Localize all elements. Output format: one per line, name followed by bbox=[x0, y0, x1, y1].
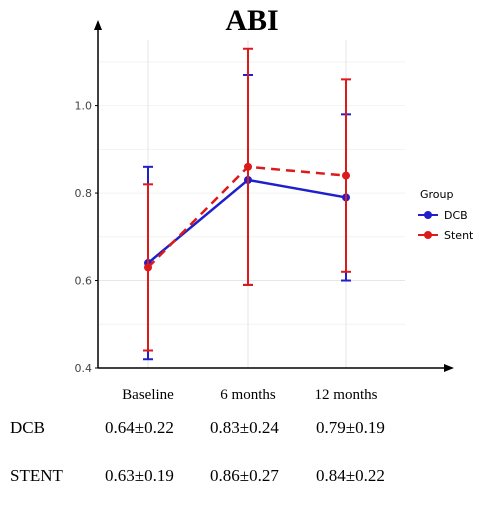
y-tick-label: 0.6 bbox=[75, 275, 93, 288]
row-label: DCB bbox=[10, 418, 45, 437]
summary-row-dcb: DCB 0.64±0.22 0.83±0.24 0.79±0.19 bbox=[0, 418, 484, 466]
x-tick-label: 12 months bbox=[315, 387, 378, 403]
cell: 0.84±0.22 bbox=[316, 466, 385, 485]
y-tick-labels: 0.4 0.6 0.8 1.0 bbox=[75, 100, 98, 375]
summary-table: DCB 0.64±0.22 0.83±0.24 0.79±0.19 STENT … bbox=[0, 418, 484, 514]
data-point bbox=[342, 171, 350, 180]
y-tick-label: 1.0 bbox=[75, 100, 93, 113]
y-tick-label: 0.8 bbox=[75, 187, 93, 200]
x-tick-label: 6 months bbox=[220, 387, 276, 403]
legend: Group DCB Stent bbox=[418, 188, 474, 242]
plot-axes bbox=[94, 20, 454, 372]
summary-row-stent: STENT 0.63±0.19 0.86±0.27 0.84±0.22 bbox=[0, 466, 484, 514]
data-point bbox=[144, 263, 152, 272]
y-axis-arrow bbox=[94, 20, 102, 30]
chart-title: ABI bbox=[225, 4, 278, 37]
x-tick-label: Baseline bbox=[122, 387, 174, 403]
legend-label-dcb: DCB bbox=[444, 209, 468, 222]
cell: 0.86±0.27 bbox=[210, 466, 279, 485]
x-axis-arrow bbox=[444, 364, 454, 372]
abi-chart: ABI 0.4 0.6 0.8 1.0 Baseline 6 months 12 mont… bbox=[75, 4, 475, 403]
cell: 0.64±0.22 bbox=[105, 418, 174, 437]
legend-title: Group bbox=[420, 188, 454, 201]
row-label: STENT bbox=[10, 466, 63, 485]
cell: 0.79±0.19 bbox=[316, 418, 385, 437]
y-tick-label: 0.4 bbox=[75, 362, 93, 375]
legend-key-point bbox=[424, 211, 432, 219]
plot-grid bbox=[98, 40, 405, 369]
legend-key-point bbox=[424, 231, 432, 239]
series-marks bbox=[143, 47, 351, 361]
cell: 0.83±0.24 bbox=[210, 418, 279, 437]
series-stent bbox=[143, 47, 351, 352]
legend-label-stent: Stent bbox=[444, 229, 474, 242]
x-tick-labels: Baseline 6 months 12 months bbox=[122, 387, 377, 403]
data-point bbox=[244, 162, 252, 171]
cell: 0.63±0.19 bbox=[105, 466, 174, 485]
